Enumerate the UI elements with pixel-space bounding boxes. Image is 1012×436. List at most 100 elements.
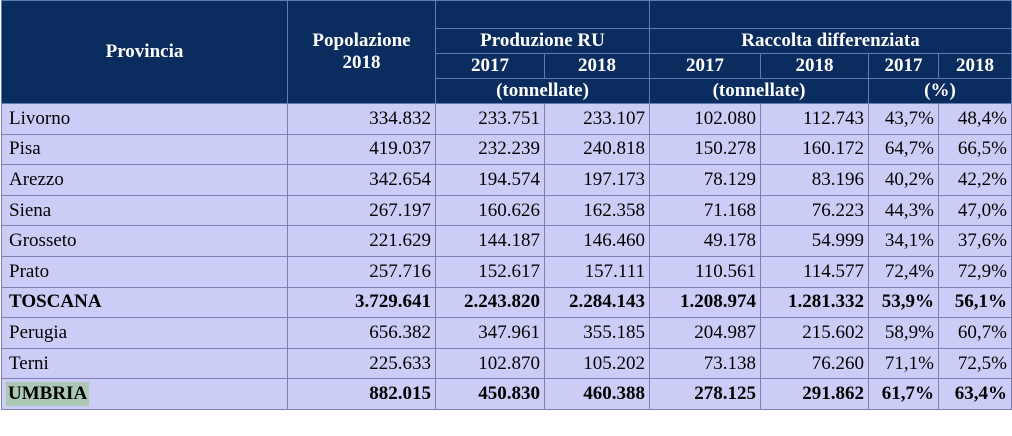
- cell-produzione-2017: 144.187: [435, 225, 545, 257]
- table-row: Livorno 334.832 233.751 233.107 102.080 112.7…: [1, 103, 1012, 135]
- cell-raccolta-2018: 83.196: [760, 164, 869, 196]
- cell-raccolta-2018: 160.172: [760, 133, 869, 166]
- header-year: 2017: [868, 53, 939, 79]
- cell-provincia: Siena: [1, 194, 288, 227]
- cell-percent-2017: 34,1%: [868, 225, 939, 257]
- cell-popolazione: 225.633: [287, 347, 436, 380]
- cell-raccolta-2018: 114.577: [760, 255, 869, 288]
- cell-raccolta-2017: 49.178: [649, 225, 761, 257]
- cell-percent-2017: 64,7%: [868, 133, 939, 166]
- cell-percent-2017: 44,3%: [868, 194, 939, 227]
- cell-provincia: UMBRIA: [1, 378, 288, 410]
- highlighted-label: UMBRIA: [6, 382, 90, 407]
- cell-produzione-2017: 2.243.820: [435, 286, 545, 319]
- header-popolazione: Popolazione 2018: [287, 0, 436, 104]
- header-raccolta-differenziata: Raccolta differenziata: [649, 28, 1012, 54]
- cell-percent-2017: 58,9%: [868, 317, 939, 349]
- cell-raccolta-2018: 76.260: [760, 347, 869, 380]
- header-year: 2018: [760, 53, 869, 79]
- cell-provincia: TOSCANA: [1, 286, 288, 319]
- header-unit-tonnellate: (tonnellate): [649, 78, 869, 104]
- table-row: Arezzo 342.654 194.574 197.173 78.129 83.196 4…: [1, 164, 1012, 196]
- cell-popolazione: 656.382: [287, 317, 436, 349]
- cell-popolazione: 419.037: [287, 133, 436, 166]
- cell-raccolta-2017: 73.138: [649, 347, 761, 380]
- cell-popolazione: 221.629: [287, 225, 436, 257]
- cell-raccolta-2018: 215.602: [760, 317, 869, 349]
- cell-raccolta-2017: 278.125: [649, 378, 761, 410]
- cell-raccolta-2017: 78.129: [649, 164, 761, 196]
- table-row-total: TOSCANA 3.729.641 2.243.820 2.284.143 1.208.…: [1, 286, 1012, 319]
- cell-produzione-2017: 450.830: [435, 378, 545, 410]
- cell-provincia: Terni: [1, 347, 288, 380]
- header-unit-percent: (%): [868, 78, 1012, 104]
- cell-produzione-2017: 160.626: [435, 194, 545, 227]
- header-blank-produzione: [435, 0, 650, 29]
- cell-produzione-2018: 355.185: [544, 317, 650, 349]
- cell-produzione-2018: 157.111: [544, 255, 650, 288]
- cell-raccolta-2017: 71.168: [649, 194, 761, 227]
- cell-percent-2018: 42,2%: [938, 164, 1012, 196]
- header-year: 2017: [649, 53, 761, 79]
- cell-raccolta-2017: 1.208.974: [649, 286, 761, 319]
- cell-percent-2018: 72,9%: [938, 255, 1012, 288]
- cell-produzione-2018: 233.107: [544, 103, 650, 135]
- table-row: Terni 225.633 102.870 105.202 73.138 76.260 71…: [1, 347, 1012, 380]
- cell-percent-2017: 71,1%: [868, 347, 939, 380]
- cell-provincia: Arezzo: [1, 164, 288, 196]
- cell-popolazione: 257.716: [287, 255, 436, 288]
- cell-produzione-2018: 197.173: [544, 164, 650, 196]
- cell-percent-2018: 60,7%: [938, 317, 1012, 349]
- cell-percent-2018: 48,4%: [938, 103, 1012, 135]
- table-row: Perugia 656.382 347.961 355.185 204.987 215.6…: [1, 317, 1012, 349]
- cell-percent-2018: 72,5%: [938, 347, 1012, 380]
- cell-raccolta-2017: 110.561: [649, 255, 761, 288]
- cell-raccolta-2017: 102.080: [649, 103, 761, 135]
- header-year: 2018: [544, 53, 650, 79]
- header-year: 2017: [435, 53, 545, 79]
- table-row: Siena 267.197 160.626 162.358 71.168 76.223 44…: [1, 194, 1012, 227]
- cell-percent-2018: 37,6%: [938, 225, 1012, 257]
- header-provincia: Provincia: [1, 0, 288, 104]
- header-unit-tonnellate: (tonnellate): [435, 78, 650, 104]
- cell-raccolta-2018: 54.999: [760, 225, 869, 257]
- waste-data-table: Provincia Popolazione 2018 Produzione RU…: [1, 0, 1012, 410]
- cell-percent-2017: 40,2%: [868, 164, 939, 196]
- cell-produzione-2018: 2.284.143: [544, 286, 650, 319]
- cell-raccolta-2018: 76.223: [760, 194, 869, 227]
- cell-provincia: Prato: [1, 255, 288, 288]
- cell-provincia: Pisa: [1, 133, 288, 166]
- cell-raccolta-2018: 1.281.332: [760, 286, 869, 319]
- cell-raccolta-2018: 112.743: [760, 103, 869, 135]
- table-header: Provincia Popolazione 2018 Produzione RU…: [1, 0, 1012, 104]
- cell-provincia: Grosseto: [1, 225, 288, 257]
- cell-produzione-2018: 146.460: [544, 225, 650, 257]
- table-row-total: UMBRIA 882.015 450.830 460.388 278.125 291.86…: [1, 378, 1012, 410]
- cell-popolazione: 334.832: [287, 103, 436, 135]
- cell-percent-2018: 56,1%: [938, 286, 1012, 319]
- cell-percent-2017: 72,4%: [868, 255, 939, 288]
- cell-popolazione: 3.729.641: [287, 286, 436, 319]
- table-row: Pisa 419.037 232.239 240.818 150.278 160.172 6…: [1, 133, 1012, 166]
- table-row: Prato 257.716 152.617 157.111 110.561 114.577…: [1, 255, 1012, 288]
- cell-percent-2018: 47,0%: [938, 194, 1012, 227]
- cell-percent-2017: 43,7%: [868, 103, 939, 135]
- cell-produzione-2017: 232.239: [435, 133, 545, 166]
- cell-percent-2018: 66,5%: [938, 133, 1012, 166]
- header-blank-raccolta: [649, 0, 1012, 29]
- table-row: Grosseto 221.629 144.187 146.460 49.178 54.99…: [1, 225, 1012, 257]
- cell-provincia: Livorno: [1, 103, 288, 135]
- cell-produzione-2017: 194.574: [435, 164, 545, 196]
- cell-popolazione: 342.654: [287, 164, 436, 196]
- cell-produzione-2018: 105.202: [544, 347, 650, 380]
- cell-provincia: Perugia: [1, 317, 288, 349]
- cell-produzione-2017: 102.870: [435, 347, 545, 380]
- header-produzione-ru: Produzione RU: [435, 28, 650, 54]
- cell-produzione-2018: 460.388: [544, 378, 650, 410]
- cell-raccolta-2017: 150.278: [649, 133, 761, 166]
- table-body: Livorno 334.832 233.751 233.107 102.080 112.7…: [1, 103, 1012, 410]
- cell-popolazione: 267.197: [287, 194, 436, 227]
- cell-produzione-2017: 152.617: [435, 255, 545, 288]
- cell-percent-2018: 63,4%: [938, 378, 1012, 410]
- cell-produzione-2018: 162.358: [544, 194, 650, 227]
